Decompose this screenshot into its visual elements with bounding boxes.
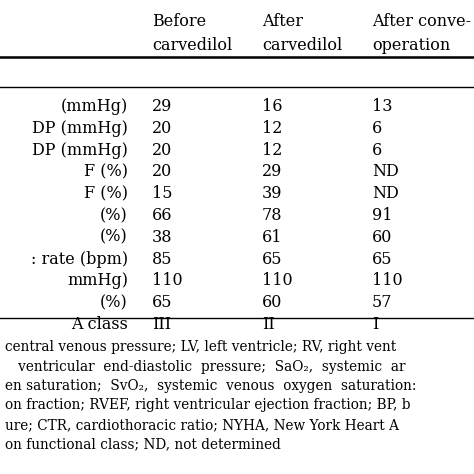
Text: 29: 29	[152, 98, 173, 115]
Text: III: III	[152, 316, 171, 333]
Text: on functional class; ND, not determined: on functional class; ND, not determined	[5, 438, 281, 452]
Text: DP (mmHg): DP (mmHg)	[32, 142, 128, 159]
Text: 20: 20	[152, 120, 172, 137]
Text: 85: 85	[152, 251, 173, 268]
Text: central venous pressure; LV, left ventricle; RV, right vent: central venous pressure; LV, left ventri…	[5, 340, 396, 354]
Text: 16: 16	[262, 98, 283, 115]
Text: 60: 60	[372, 229, 392, 246]
Text: 110: 110	[152, 273, 182, 290]
Text: (%): (%)	[100, 207, 128, 224]
Text: 6: 6	[372, 120, 382, 137]
Text: 66: 66	[152, 207, 173, 224]
Text: After: After	[262, 13, 303, 30]
Text: ND: ND	[372, 185, 399, 202]
Text: 39: 39	[262, 185, 283, 202]
Text: F (%): F (%)	[84, 185, 128, 202]
Text: 13: 13	[372, 98, 392, 115]
Text: carvedilol: carvedilol	[262, 37, 342, 54]
Text: Before: Before	[152, 13, 206, 30]
Text: operation: operation	[372, 37, 450, 54]
Text: 20: 20	[152, 142, 172, 159]
Text: ventricular  end-diastolic  pressure;  SaO₂,  systemic  ar: ventricular end-diastolic pressure; SaO₂…	[5, 359, 405, 374]
Text: 61: 61	[262, 229, 283, 246]
Text: 60: 60	[262, 294, 283, 311]
Text: 20: 20	[152, 164, 172, 181]
Text: A class: A class	[71, 316, 128, 333]
Text: 110: 110	[372, 273, 402, 290]
Text: ure; CTR, cardiothoracic ratio; NYHA, New York Heart A: ure; CTR, cardiothoracic ratio; NYHA, Ne…	[5, 418, 399, 432]
Text: After conve-: After conve-	[372, 13, 471, 30]
Text: 91: 91	[372, 207, 392, 224]
Text: 65: 65	[372, 251, 392, 268]
Text: on fraction; RVEF, right ventricular ejection fraction; BP, b: on fraction; RVEF, right ventricular eje…	[5, 399, 410, 412]
Text: 78: 78	[262, 207, 283, 224]
Text: 57: 57	[372, 294, 392, 311]
Text: 110: 110	[262, 273, 292, 290]
Text: 15: 15	[152, 185, 173, 202]
Text: carvedilol: carvedilol	[152, 37, 232, 54]
Text: ND: ND	[372, 164, 399, 181]
Text: 29: 29	[262, 164, 283, 181]
Text: 6: 6	[372, 142, 382, 159]
Text: (%): (%)	[100, 229, 128, 246]
Text: 12: 12	[262, 142, 283, 159]
Text: DP (mmHg): DP (mmHg)	[32, 120, 128, 137]
Text: 12: 12	[262, 120, 283, 137]
Text: 65: 65	[262, 251, 283, 268]
Text: II: II	[262, 316, 275, 333]
Text: (mmHg): (mmHg)	[61, 98, 128, 115]
Text: 65: 65	[152, 294, 173, 311]
Text: en saturation;  SvO₂,  systemic  venous  oxygen  saturation:: en saturation; SvO₂, systemic venous oxy…	[5, 379, 416, 393]
Text: F (%): F (%)	[84, 164, 128, 181]
Text: 38: 38	[152, 229, 173, 246]
Text: : rate (bpm): : rate (bpm)	[31, 251, 128, 268]
Text: I: I	[372, 316, 378, 333]
Text: mmHg): mmHg)	[67, 273, 128, 290]
Text: (%): (%)	[100, 294, 128, 311]
